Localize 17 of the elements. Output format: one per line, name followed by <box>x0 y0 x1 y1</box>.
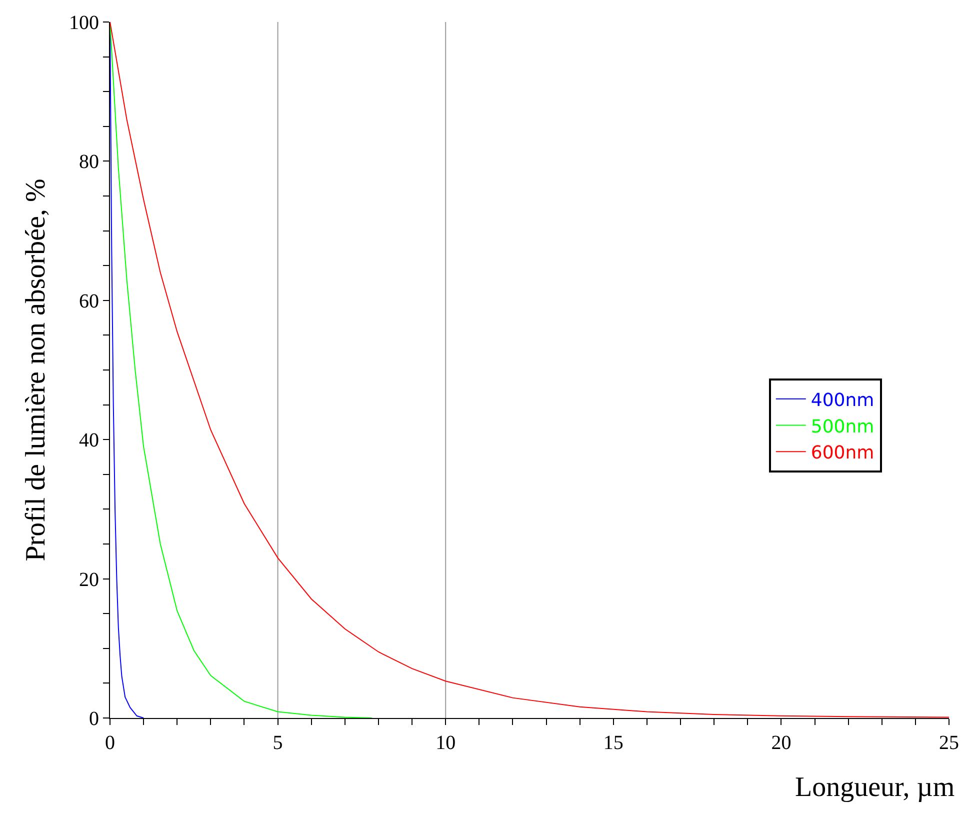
legend-label: 600nm <box>810 442 874 464</box>
x-tick-label: 15 <box>603 732 624 754</box>
x-tick-label: 20 <box>771 732 792 754</box>
y-tick-label: 100 <box>69 12 99 34</box>
y-tick-label: 80 <box>79 151 99 174</box>
x-axis-title: Longueur, µm <box>795 772 955 803</box>
x-tick-label: 25 <box>939 732 959 754</box>
legend-label: 400nm <box>810 390 874 411</box>
legend-label: 500nm <box>810 416 874 438</box>
y-tick-label: 40 <box>79 430 99 452</box>
y-axis-title: Profil de lumière non absorbée, % <box>20 178 52 562</box>
x-tick-label: 5 <box>272 732 283 754</box>
y-tick-label: 20 <box>79 568 99 591</box>
y-tick-label: 60 <box>79 290 99 312</box>
x-tick-label: 10 <box>436 732 456 754</box>
x-tick-label: 0 <box>105 732 115 754</box>
y-tick-label: 0 <box>89 708 99 730</box>
